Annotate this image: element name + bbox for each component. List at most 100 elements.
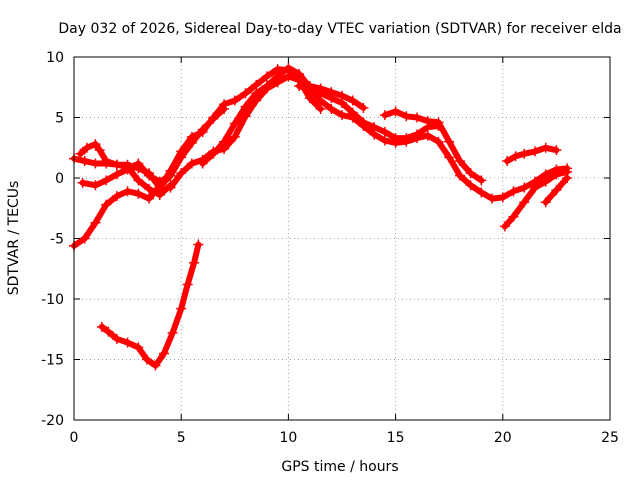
- data-point: [165, 170, 176, 181]
- data-point: [519, 182, 530, 193]
- data-point: [487, 193, 498, 204]
- data-point: [122, 186, 133, 197]
- data-point: [529, 146, 540, 157]
- data-point: [347, 95, 358, 106]
- data-point: [379, 127, 390, 138]
- data-point: [379, 110, 390, 121]
- data-point: [508, 211, 519, 222]
- data-point: [465, 168, 476, 179]
- data-series: [69, 62, 573, 371]
- data-point: [454, 156, 465, 167]
- data-point: [444, 136, 455, 147]
- chart-title: Day 032 of 2026, Sidereal Day-to-day VTE…: [58, 21, 621, 37]
- y-tick-label: -20: [41, 413, 64, 429]
- data-point: [390, 137, 401, 148]
- data-point: [304, 93, 315, 104]
- data-point: [150, 360, 161, 371]
- data-point: [283, 62, 294, 73]
- data-point: [379, 135, 390, 146]
- data-point: [182, 279, 193, 290]
- data-point: [101, 156, 112, 167]
- series-arc-12: [540, 173, 573, 208]
- data-point: [219, 136, 230, 147]
- series-line: [381, 108, 485, 184]
- data-point: [240, 88, 251, 99]
- x-tick-label: 5: [177, 430, 186, 446]
- data-point: [261, 71, 272, 82]
- series-arc-5: [96, 239, 204, 371]
- data-point: [208, 112, 219, 123]
- x-tick-label: 15: [387, 430, 405, 446]
- data-point: [315, 95, 326, 106]
- data-point: [219, 99, 230, 110]
- data-point: [189, 257, 200, 268]
- x-tick-label: 10: [279, 430, 297, 446]
- data-point: [454, 170, 465, 181]
- x-tick-label: 0: [70, 430, 79, 446]
- data-point: [176, 168, 187, 179]
- data-point: [159, 348, 170, 359]
- data-point: [508, 186, 519, 197]
- series-arc-10: [502, 142, 562, 167]
- data-point: [186, 131, 197, 142]
- data-point: [326, 104, 337, 115]
- y-tick-label: -5: [50, 232, 64, 248]
- x-tick-label: 25: [601, 430, 619, 446]
- data-point: [529, 182, 540, 193]
- data-point: [133, 342, 144, 353]
- series-arc-9: [379, 106, 487, 186]
- data-point: [90, 139, 101, 150]
- data-point: [133, 188, 144, 199]
- data-point: [433, 117, 444, 128]
- data-point: [283, 71, 294, 82]
- data-point: [111, 191, 122, 202]
- data-point: [519, 197, 530, 208]
- data-point: [251, 88, 262, 99]
- data-point: [502, 156, 513, 167]
- data-point: [412, 133, 423, 144]
- data-point: [111, 159, 122, 170]
- data-point: [315, 104, 326, 115]
- data-point: [75, 148, 86, 159]
- data-point: [176, 146, 187, 157]
- data-point: [497, 192, 508, 203]
- data-point: [144, 170, 155, 181]
- data-point: [358, 120, 369, 131]
- data-point: [122, 337, 133, 348]
- data-point: [551, 169, 562, 180]
- data-point: [401, 111, 412, 122]
- data-point: [422, 116, 433, 127]
- data-point: [103, 326, 114, 337]
- data-point: [90, 158, 101, 169]
- y-tick-label: 10: [46, 50, 64, 66]
- data-point: [176, 303, 187, 314]
- data-point: [193, 239, 204, 250]
- data-point: [540, 176, 551, 187]
- data-point: [90, 180, 101, 191]
- data-point: [562, 173, 573, 183]
- data-point: [133, 175, 144, 186]
- data-point: [401, 136, 412, 147]
- data-point: [154, 176, 165, 187]
- data-point: [465, 180, 476, 191]
- data-point: [433, 136, 444, 147]
- data-point: [94, 145, 105, 156]
- x-tick-label: 20: [494, 430, 512, 446]
- series-arc-8: [294, 81, 573, 204]
- data-point: [540, 142, 551, 153]
- data-point: [412, 112, 423, 123]
- data-point: [197, 127, 208, 138]
- data-point: [167, 327, 178, 338]
- y-axis-label: SDTVAR / TECUs: [6, 181, 22, 296]
- data-point: [101, 175, 112, 186]
- data-point: [476, 175, 487, 186]
- data-point: [133, 158, 144, 169]
- data-point: [229, 95, 240, 106]
- data-point: [510, 151, 521, 162]
- data-point: [79, 156, 90, 167]
- data-point: [144, 183, 155, 194]
- data-point: [337, 97, 347, 108]
